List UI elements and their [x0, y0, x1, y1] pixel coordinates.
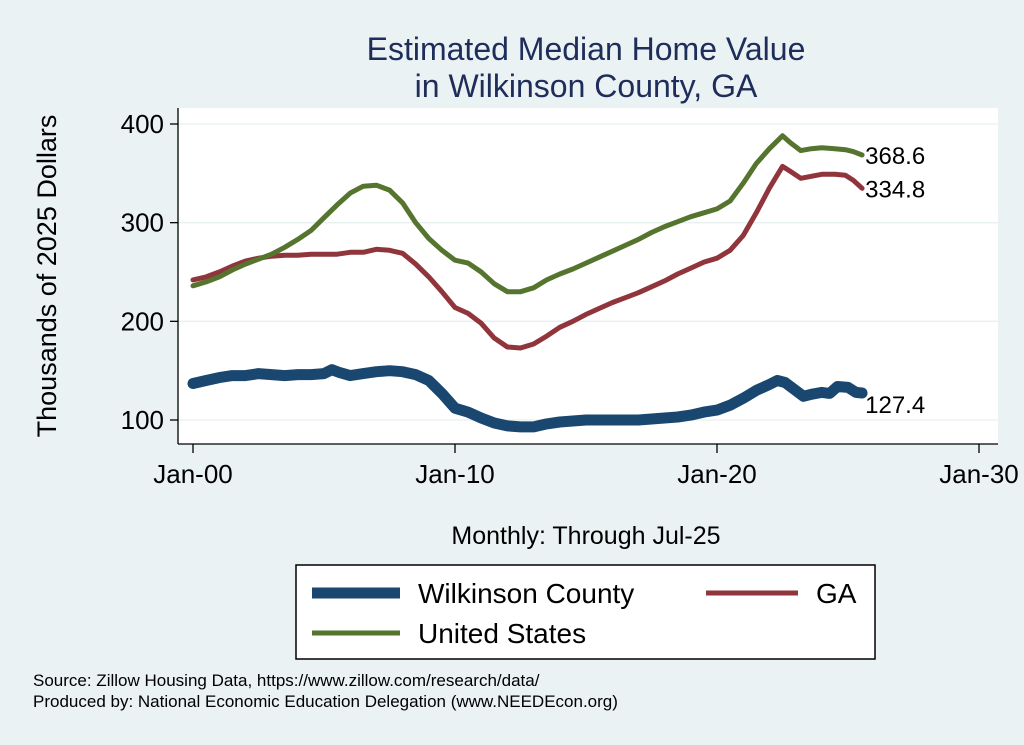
y-tick-label-400: 400: [121, 109, 164, 139]
series-line-ga: [190, 163, 865, 351]
legend-label-ga: GA: [816, 578, 857, 609]
y-tick-label-100: 100: [121, 405, 164, 435]
axes: 100 200 300 400 Jan-00 Jan-10 Jan-20 Jan-30: [121, 108, 1019, 489]
x-tick-label-jan-30: Jan-30: [939, 459, 1019, 489]
series-line-united-states: [190, 133, 865, 295]
y-tick-label-200: 200: [121, 306, 164, 336]
y-tick-label-300: 300: [121, 208, 164, 238]
y-axis-label: Thousands of 2025 Dollars: [32, 115, 62, 438]
produced-by-line: Produced by: National Economic Education…: [33, 692, 618, 711]
source-notes: Source: Zillow Housing Data, https://www…: [33, 670, 618, 712]
legend-label-united-states: United States: [418, 618, 586, 649]
chart-title-line-1: Estimated Median Home Value: [367, 31, 806, 67]
legend-label-wilkinson-county: Wilkinson County: [418, 578, 634, 609]
chart-title-line-2: in Wilkinson County, GA: [415, 68, 758, 104]
source-line: Source: Zillow Housing Data, https://www…: [33, 671, 540, 690]
legend: Wilkinson County GA United States: [295, 564, 876, 660]
series-line-wilkinson-county: [187, 364, 868, 433]
end-labels: 127.4 334.8 368.6: [865, 143, 925, 419]
series-lines: [187, 133, 868, 433]
end-label-united-states: 368.6: [865, 143, 925, 170]
end-label-ga: 334.8: [865, 176, 925, 203]
grid-lines: [178, 123, 998, 421]
x-tick-label-jan-00: Jan-00: [153, 459, 233, 489]
x-axis-label: Monthly: Through Jul-25: [451, 522, 720, 550]
x-tick-label-jan-10: Jan-10: [415, 459, 495, 489]
end-label-wilkinson-county: 127.4: [865, 392, 925, 419]
legend-box: [295, 564, 876, 660]
x-tick-label-jan-20: Jan-20: [677, 459, 757, 489]
